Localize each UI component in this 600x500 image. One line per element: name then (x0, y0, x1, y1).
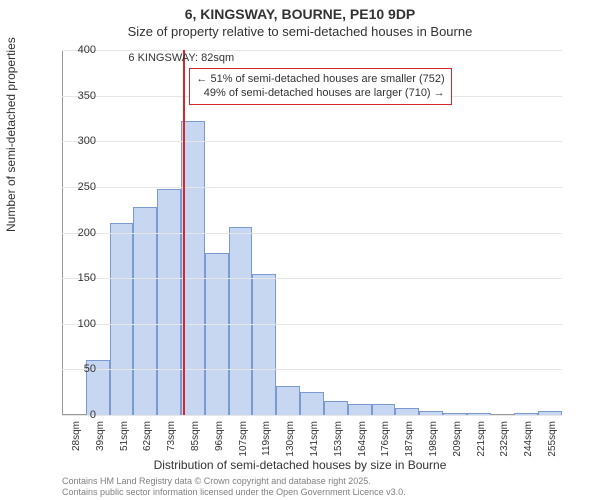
histogram-bar (110, 223, 134, 415)
histogram-bar (276, 386, 300, 415)
property-size-histogram: 6, KINGSWAY, BOURNE, PE10 9DP Size of pr… (0, 0, 600, 500)
chart-title: 6, KINGSWAY, BOURNE, PE10 9DP (0, 6, 600, 24)
histogram-bar (157, 189, 181, 415)
annotation-line-1: ← 51% of semi-detached houses are smalle… (196, 72, 444, 86)
grid-line (62, 233, 562, 234)
x-tick-label: 39sqm (95, 421, 106, 451)
histogram-bar (348, 404, 372, 415)
x-tick-label: 62sqm (142, 421, 153, 451)
x-tick-label: 141sqm (309, 421, 320, 457)
x-axis-label: Distribution of semi-detached houses by … (0, 458, 600, 472)
y-tick-label: 350 (56, 90, 96, 102)
x-tick-label: 164sqm (357, 421, 368, 457)
y-tick-label: 400 (56, 44, 96, 56)
histogram-bar (300, 392, 324, 415)
histogram-bar (395, 408, 419, 415)
y-tick-label: 150 (56, 272, 96, 284)
y-tick-label: 100 (56, 318, 96, 330)
grid-line (62, 50, 562, 51)
histogram-bar (229, 227, 253, 415)
chart-subtitle: Size of property relative to semi-detach… (0, 24, 600, 40)
y-axis-label: Number of semi-detached properties (4, 37, 18, 232)
x-tick-label: 119sqm (261, 421, 272, 456)
grid-line (62, 369, 562, 370)
x-tick-label: 232sqm (499, 421, 510, 457)
attribution-line-2: Contains public sector information licen… (62, 487, 580, 498)
y-tick-label: 250 (56, 181, 96, 193)
grid-line (62, 278, 562, 279)
x-tick-label: 51sqm (119, 421, 130, 451)
subject-property-label: 6 KINGSWAY: 82sqm (128, 52, 234, 64)
annotation-line-2: 49% of semi-detached houses are larger (… (196, 86, 444, 100)
histogram-bar (324, 401, 348, 415)
chart-title-block: 6, KINGSWAY, BOURNE, PE10 9DP Size of pr… (0, 0, 600, 40)
percentile-annotation: ← 51% of semi-detached houses are smalle… (189, 68, 451, 105)
attribution-line-1: Contains HM Land Registry data © Crown c… (62, 476, 580, 487)
x-tick-label: 28sqm (71, 421, 82, 451)
plot-area: 28sqm39sqm51sqm62sqm73sqm85sqm96sqm107sq… (62, 50, 562, 415)
x-tick-label: 221sqm (476, 421, 487, 457)
subject-property-marker (183, 50, 185, 415)
histogram-bar (205, 253, 229, 415)
x-tick-label: 85sqm (190, 421, 201, 451)
x-tick-label: 255sqm (547, 421, 558, 457)
histogram-bar (372, 404, 396, 415)
grid-line (62, 324, 562, 325)
x-tick-label: 209sqm (452, 421, 463, 457)
attribution-text: Contains HM Land Registry data © Crown c… (62, 476, 580, 499)
grid-line (62, 141, 562, 142)
x-tick-label: 107sqm (238, 421, 249, 457)
x-tick-label: 96sqm (214, 421, 225, 451)
x-tick-label: 130sqm (285, 421, 296, 457)
x-tick-label: 244sqm (523, 421, 534, 457)
y-tick-label: 0 (56, 409, 96, 421)
x-tick-label: 198sqm (428, 421, 439, 457)
y-tick-label: 300 (56, 135, 96, 147)
x-tick-label: 73sqm (166, 421, 177, 451)
grid-line (62, 187, 562, 188)
y-tick-label: 50 (56, 363, 96, 375)
histogram-bar (252, 274, 276, 415)
x-tick-label: 176sqm (380, 421, 391, 457)
histogram-bar (133, 207, 157, 415)
x-tick-label: 187sqm (404, 421, 415, 457)
y-tick-label: 200 (56, 227, 96, 239)
x-tick-label: 153sqm (333, 421, 344, 457)
grid-line (62, 415, 562, 416)
